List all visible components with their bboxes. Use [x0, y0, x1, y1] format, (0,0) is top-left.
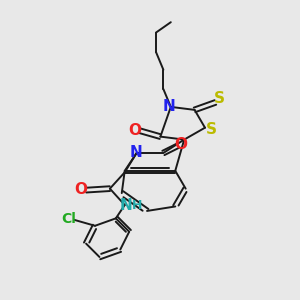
Text: H: H: [132, 200, 143, 212]
Text: S: S: [214, 92, 225, 106]
Text: O: O: [128, 123, 141, 138]
Text: O: O: [74, 182, 88, 197]
Text: Cl: Cl: [62, 212, 76, 226]
Text: N: N: [163, 98, 176, 113]
Text: N: N: [129, 145, 142, 160]
Text: N: N: [119, 198, 132, 213]
Text: S: S: [206, 122, 216, 137]
Text: O: O: [174, 137, 187, 152]
